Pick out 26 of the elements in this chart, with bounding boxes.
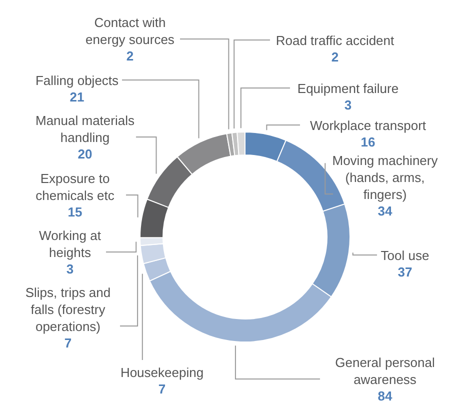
slice-label: General personal awareness (335, 354, 435, 386)
slice-label: Manual materials handling (36, 112, 135, 144)
data-label: 7 (64, 336, 72, 350)
data-label: 7 (158, 382, 166, 396)
data-label: 3 (344, 98, 352, 112)
slice-label: Road traffic accident (276, 32, 395, 48)
slice-label: Moving machinery (hands, arms, fingers) (332, 152, 438, 202)
data-label: 20 (78, 146, 92, 162)
data-label: 16 (360, 134, 376, 150)
slice-label: Housekeeping (120, 364, 204, 380)
slice-label: Contact with energy sources (86, 14, 175, 46)
data-label: 3 (66, 262, 74, 276)
data-label: 2 (331, 50, 339, 64)
slice-label: Exposure to chemicals etc (36, 170, 115, 202)
data-label: 15 (68, 204, 82, 220)
data-label: 2 (126, 48, 134, 64)
data-label: 84 (378, 388, 393, 404)
slice-label: Falling objects (35, 72, 120, 88)
data-label: 37 (398, 264, 412, 280)
data-label: 34 (378, 204, 393, 218)
slice-label: Slips, trips and falls (forestry operations) (25, 284, 111, 334)
slice-label: Equipment failure (297, 80, 399, 96)
slice-label: Tool use (380, 248, 430, 262)
data-label: 21 (70, 90, 84, 104)
slice-label: Working at heights (39, 228, 102, 260)
slice-label: Workplace transport (310, 118, 426, 132)
